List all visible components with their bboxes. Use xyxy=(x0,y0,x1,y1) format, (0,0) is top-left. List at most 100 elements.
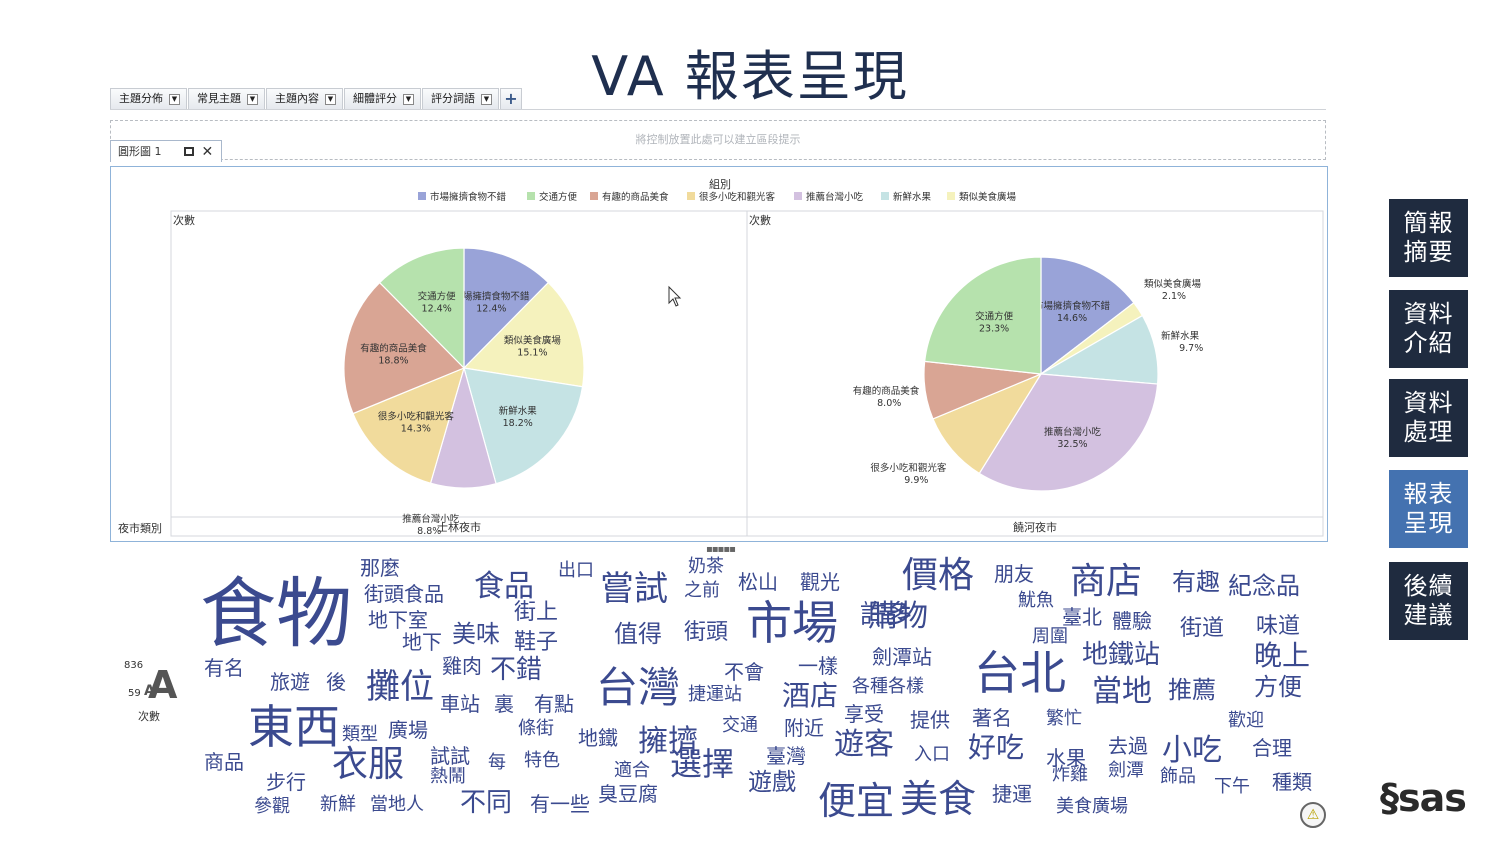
word-cloud-term[interactable]: 步行 xyxy=(266,770,306,794)
word-cloud-term[interactable]: 小吃 xyxy=(1162,733,1222,768)
word-cloud-term[interactable]: 商店 xyxy=(1070,561,1143,602)
word-cloud-term[interactable]: 水果 xyxy=(1046,746,1086,770)
tab-detail-rating[interactable]: 細體評分 ▼ xyxy=(344,88,421,110)
word-cloud-term[interactable]: 不錯 xyxy=(490,655,543,685)
chevron-down-icon[interactable]: ▼ xyxy=(481,93,492,105)
word-cloud-term[interactable]: 美食廣場 xyxy=(1056,796,1128,817)
tab-common-topics[interactable]: 常見主題 ▼ xyxy=(188,88,265,110)
word-cloud-term[interactable]: 劍潭 xyxy=(1108,760,1144,781)
chevron-down-icon[interactable]: ▼ xyxy=(325,93,336,105)
word-cloud-term[interactable]: 不會 xyxy=(724,660,764,684)
word-cloud-term[interactable]: 不同 xyxy=(460,788,513,818)
word-cloud-term[interactable]: 每 xyxy=(488,752,506,773)
word-cloud-term[interactable]: 松山 xyxy=(738,570,778,594)
word-cloud-term[interactable]: 飾品 xyxy=(1160,766,1196,787)
chevron-down-icon[interactable]: ▼ xyxy=(247,93,258,105)
close-icon[interactable]: ✕ xyxy=(201,143,214,160)
word-cloud-term[interactable]: 當地 xyxy=(1092,674,1152,709)
word-cloud-term[interactable]: 魷魚 xyxy=(1018,590,1054,611)
word-cloud-term[interactable]: 臺北 xyxy=(1062,605,1102,629)
resize-grip[interactable]: ▪▪▪▪▪ xyxy=(706,544,736,555)
word-cloud-term[interactable]: 之前 xyxy=(684,580,720,601)
word-cloud-term[interactable]: 衣服 xyxy=(332,744,405,785)
nav-summary[interactable]: 簡報 摘要 xyxy=(1389,199,1468,277)
word-cloud-term[interactable]: 裏 xyxy=(494,692,514,716)
word-cloud-term[interactable]: 酒店 xyxy=(782,679,839,712)
word-cloud-term[interactable]: 東西 xyxy=(248,700,340,754)
word-cloud-term[interactable]: 觀光 xyxy=(800,570,840,594)
word-cloud-term[interactable]: 地下 xyxy=(402,630,442,654)
add-tab-button[interactable]: + xyxy=(500,88,522,110)
word-cloud-term[interactable]: 有趣 xyxy=(1172,568,1220,596)
word-cloud-term[interactable]: 街頭食品 xyxy=(364,582,444,606)
nav-data-intro[interactable]: 資料 介紹 xyxy=(1389,290,1468,368)
word-cloud-term[interactable]: 適合 xyxy=(614,760,650,781)
chevron-down-icon[interactable]: ▼ xyxy=(169,93,180,105)
word-cloud-term[interactable]: 選擇 xyxy=(670,745,735,783)
nav-next-steps[interactable]: 後續 建議 xyxy=(1389,562,1468,640)
word-cloud-term[interactable]: 地鐵 xyxy=(578,726,618,750)
word-cloud-term[interactable]: 街道 xyxy=(1180,616,1225,641)
word-cloud-term[interactable]: 紀念品 xyxy=(1228,572,1300,600)
warning-icon[interactable]: ⚠ xyxy=(1300,802,1326,828)
word-cloud-term[interactable]: 價格 xyxy=(902,555,975,596)
word-cloud-term[interactable]: 美味 xyxy=(452,620,500,648)
word-cloud-term[interactable]: 後 xyxy=(326,670,346,694)
word-cloud-term[interactable]: 周圍 xyxy=(1032,626,1068,647)
word-cloud-term[interactable]: 許多 xyxy=(860,600,913,630)
word-cloud-term[interactable]: 鞋子 xyxy=(514,630,559,655)
word-cloud-term[interactable]: 商品 xyxy=(204,750,244,774)
word-cloud-term[interactable]: 享受 xyxy=(844,702,884,726)
word-cloud-term[interactable]: 臭豆腐 xyxy=(598,782,658,806)
word-cloud-term[interactable]: 提供 xyxy=(910,708,950,732)
word-cloud-term[interactable]: 類型 xyxy=(342,724,378,745)
word-cloud-term[interactable]: 晚上 xyxy=(1254,639,1311,672)
word-cloud-term[interactable]: 著名 xyxy=(972,706,1012,730)
word-cloud-term[interactable]: 繁忙 xyxy=(1046,708,1082,729)
word-cloud-term[interactable]: 合理 xyxy=(1252,736,1292,760)
word-cloud-term[interactable]: 各種各樣 xyxy=(852,676,924,697)
word-cloud-term[interactable]: 奶茶 xyxy=(688,556,724,577)
word-cloud-term[interactable]: 市場 xyxy=(746,596,838,650)
word-cloud-term[interactable]: 捷運 xyxy=(992,782,1032,806)
word-cloud-term[interactable]: 有一些 xyxy=(530,792,590,816)
word-cloud-term[interactable]: 特色 xyxy=(524,750,560,771)
word-cloud-term[interactable]: 街上 xyxy=(514,600,559,625)
word-cloud-term[interactable]: 好吃 xyxy=(968,731,1025,764)
word-cloud-term[interactable]: 地下室 xyxy=(368,608,428,632)
word-cloud-term[interactable]: 車站 xyxy=(440,692,480,716)
word-cloud-term[interactable]: 下午 xyxy=(1214,776,1250,797)
word-cloud-term[interactable]: 值得 xyxy=(614,620,662,648)
word-cloud-term[interactable]: 食物 xyxy=(200,569,352,658)
word-cloud-term[interactable]: 台灣 xyxy=(596,663,681,712)
word-cloud-term[interactable]: 出口 xyxy=(558,560,594,581)
tab-topic-content[interactable]: 主題內容 ▼ xyxy=(266,88,343,110)
nav-report[interactable]: 報表 呈現 xyxy=(1389,470,1468,548)
nav-data-processing[interactable]: 資料 處理 xyxy=(1389,379,1468,457)
control-drop-zone[interactable]: 將控制放置此處可以建立區段提示 xyxy=(110,120,1326,160)
word-cloud-term[interactable]: 有名 xyxy=(204,656,244,680)
word-cloud-term[interactable]: 體驗 xyxy=(1112,609,1152,633)
word-cloud-term[interactable]: 歡迎 xyxy=(1228,710,1264,731)
word-cloud-term[interactable]: 方便 xyxy=(1254,673,1302,701)
word-cloud-term[interactable]: 嘗試 xyxy=(600,569,668,609)
word-cloud-term[interactable]: 食品 xyxy=(474,569,534,604)
word-cloud-term[interactable]: 街頭 xyxy=(684,620,729,645)
word-cloud-term[interactable]: 推薦 xyxy=(1168,676,1216,704)
tab-topic-distribution[interactable]: 主題分佈 ▼ xyxy=(110,88,187,110)
word-cloud-term[interactable]: 美食 xyxy=(900,777,977,821)
word-cloud-term[interactable]: 附近 xyxy=(784,716,824,740)
word-cloud-term[interactable]: 新鮮 xyxy=(320,794,356,815)
word-cloud-term[interactable]: 條街 xyxy=(518,718,554,739)
word-cloud-term[interactable]: 入口 xyxy=(914,744,950,765)
word-cloud-term[interactable]: 雞肉 xyxy=(442,654,482,678)
word-cloud-term[interactable]: 種類 xyxy=(1272,770,1312,794)
word-cloud-term[interactable]: 台北 xyxy=(974,646,1066,700)
word-cloud-term[interactable]: 炸雞 xyxy=(1052,764,1088,785)
word-cloud-term[interactable]: 熱鬧 xyxy=(430,766,466,787)
word-cloud-term[interactable]: 廣場 xyxy=(388,718,428,742)
word-cloud-term[interactable]: 參觀 xyxy=(254,796,290,817)
word-cloud-term[interactable]: 旅遊 xyxy=(270,670,310,694)
word-cloud-term[interactable]: 一樣 xyxy=(798,654,838,678)
word-cloud-term[interactable]: 擁擠 xyxy=(638,724,698,759)
